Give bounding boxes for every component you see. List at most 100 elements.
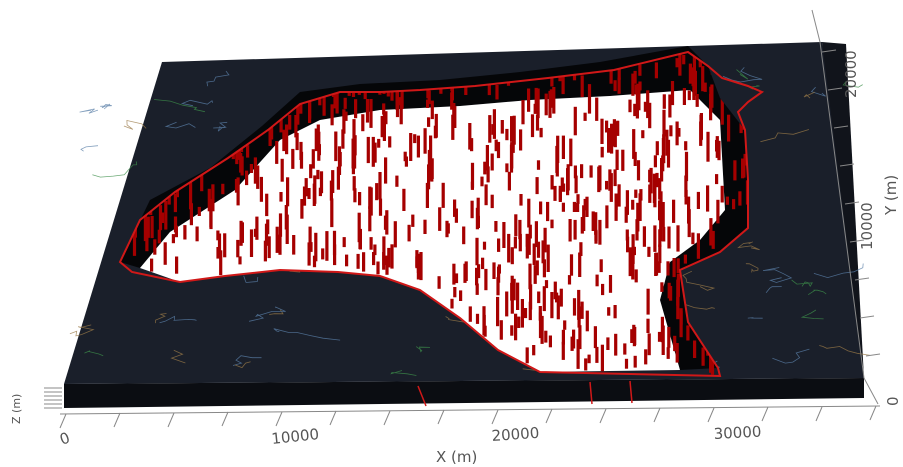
well-marker [613,305,617,319]
well-marker [296,102,300,125]
well-marker [160,212,165,223]
well-marker [525,233,529,247]
well-marker [634,84,638,95]
well-marker [256,165,260,189]
well-marker [542,286,546,312]
well-marker [464,261,468,281]
well-marker [631,199,635,210]
well-marker [576,339,580,369]
well-marker [587,84,592,114]
well-marker [150,258,154,272]
well-marker [427,168,431,181]
well-marker [535,260,539,276]
well-marker [429,135,433,159]
well-marker [514,214,518,237]
well-marker [398,97,402,106]
well-marker [275,226,279,253]
well-marker [470,200,474,219]
x-tick-label-20000: 20000 [491,424,540,445]
map-line [155,313,167,324]
well-marker [687,209,691,238]
well-marker [555,292,559,303]
well-marker [253,157,257,184]
map-line [765,286,782,293]
well-marker [533,265,537,284]
well-marker [145,234,149,252]
well-marker [153,239,157,255]
well-marker [384,157,388,184]
well-marker [710,359,715,375]
well-marker [468,123,472,150]
well-marker [470,138,474,152]
well-marker [595,97,599,121]
well-marker [425,182,429,208]
well-marker [638,81,642,91]
well-marker [249,164,253,173]
map-line [819,345,870,356]
well-marker [638,193,642,221]
well-marker [550,175,554,190]
well-marker [615,149,619,170]
well-marker [636,202,640,232]
well-marker [475,313,480,324]
well-marker [484,184,488,206]
well-marker [676,273,680,297]
well-marker [333,88,337,109]
well-marker [316,124,320,137]
well-marker [683,254,687,264]
well-marker [715,174,719,185]
well-marker [623,343,627,355]
well-marker [430,158,434,179]
well-marker [701,347,705,366]
well-marker [390,244,394,269]
well-marker [375,183,379,201]
well-marker [195,226,199,242]
well-marker [568,219,572,242]
well-marker [621,149,625,171]
well-marker [275,141,279,164]
well-marker [546,244,550,272]
well-marker [376,261,380,275]
well-marker [445,220,449,238]
well-marker [373,244,377,256]
well-marker [430,100,434,120]
well-marker [453,105,457,128]
well-marker [416,135,420,158]
well-marker [475,283,479,295]
well-marker [450,92,454,110]
x-tick-label-10000: 10000 [271,425,320,448]
well-marker [553,281,557,300]
well-marker [667,326,671,348]
block-front-face [64,378,864,408]
well-marker [662,94,666,109]
well-marker [438,207,442,231]
well-marker [518,233,522,252]
well-marker [684,141,688,151]
well-marker [605,205,609,229]
map-line [84,350,104,357]
well-marker [662,109,666,137]
map-line [747,317,763,319]
well-marker [579,242,583,256]
well-marker [413,134,417,144]
well-marker [497,238,501,252]
well-marker [662,226,666,242]
well-marker [527,198,531,228]
well-marker [695,94,699,107]
well-marker [580,217,584,234]
well-marker [647,246,651,257]
well-marker [488,115,492,143]
well-marker [294,115,298,138]
well-marker [542,259,546,278]
well-marker [673,335,677,352]
well-marker [688,63,692,84]
well-marker [353,188,357,203]
well-marker [638,64,642,76]
well-marker [510,325,514,336]
well-marker [378,198,383,216]
map-line [273,328,341,341]
well-marker [497,266,501,283]
well-marker [382,103,386,115]
well-marker [382,113,386,141]
well-marker [715,139,719,152]
